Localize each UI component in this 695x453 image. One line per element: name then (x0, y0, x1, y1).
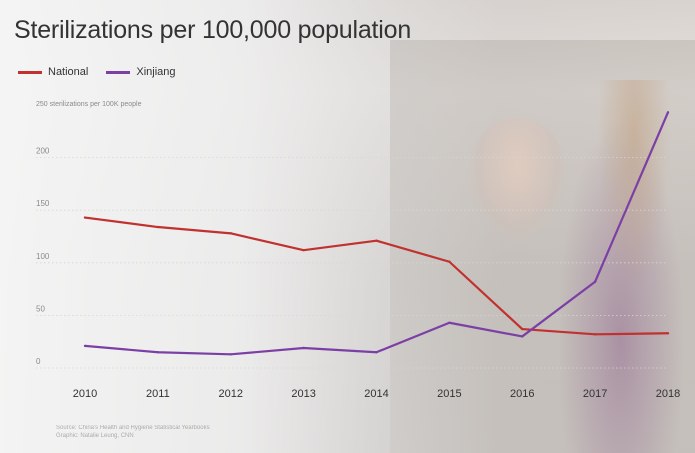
series-line-xinjiang (84, 111, 670, 356)
data-point-xinjiang (302, 346, 305, 350)
chart-source: Source: China's Health and Hygiene Stati… (56, 424, 210, 440)
legend-label-national: National (48, 66, 89, 78)
data-point-national (448, 260, 451, 263)
legend-item-national: National (18, 66, 88, 78)
photo-woman (560, 80, 695, 453)
credit-line: Graphic: Natalie Leung, CNN (56, 433, 134, 439)
data-point-national (666, 332, 670, 335)
source-line: Source: China's Health and Hygiene Stati… (56, 425, 210, 431)
y-tick-label: 0 (36, 357, 41, 366)
data-point-xinjiang (156, 351, 160, 354)
x-tick-label: 2015 (437, 388, 461, 400)
photo-baby (470, 118, 565, 238)
data-point-national (375, 239, 378, 242)
data-point-national (229, 232, 232, 235)
y-axis-label: 250 sterilizations per 100K people (36, 101, 142, 108)
x-tick-label: 2017 (583, 388, 607, 400)
data-point-xinjiang (83, 344, 87, 348)
y-tick-label: 50 (36, 304, 45, 313)
x-tick-label: 2013 (291, 388, 315, 400)
chart-legend: National Xinjiang (18, 64, 194, 80)
data-point-national (521, 327, 524, 331)
legend-swatch-national (18, 70, 42, 74)
x-tick-label: 2018 (656, 388, 680, 400)
data-point-xinjiang (229, 353, 232, 356)
data-point-xinjiang (521, 335, 524, 338)
y-tick-label: 100 (36, 252, 50, 261)
y-tick-label: 200 (36, 147, 50, 156)
x-tick-label: 2012 (219, 388, 243, 400)
data-point-xinjiang (448, 321, 451, 324)
data-point-national (302, 248, 305, 252)
data-point-xinjiang (666, 111, 670, 114)
x-tick-label: 2011 (146, 388, 170, 400)
data-point-national (593, 333, 597, 336)
data-point-xinjiang (593, 280, 597, 283)
y-tick-label: 150 (36, 199, 50, 208)
data-point-national (156, 225, 160, 229)
x-tick-label: 2014 (364, 388, 388, 400)
data-point-national (83, 216, 87, 219)
chart-title: Sterilizations per 100,000 population (14, 16, 412, 44)
data-point-xinjiang (375, 351, 378, 354)
legend-item-xinjiang: Xinjiang (106, 66, 176, 78)
x-tick-label: 2016 (510, 388, 534, 400)
legend-swatch-xinjiang (106, 70, 131, 74)
photo-wall (390, 40, 695, 453)
series-line-national (84, 216, 669, 336)
x-tick-label: 2010 (73, 388, 97, 400)
legend-label-xinjiang: Xinjiang (136, 66, 176, 78)
